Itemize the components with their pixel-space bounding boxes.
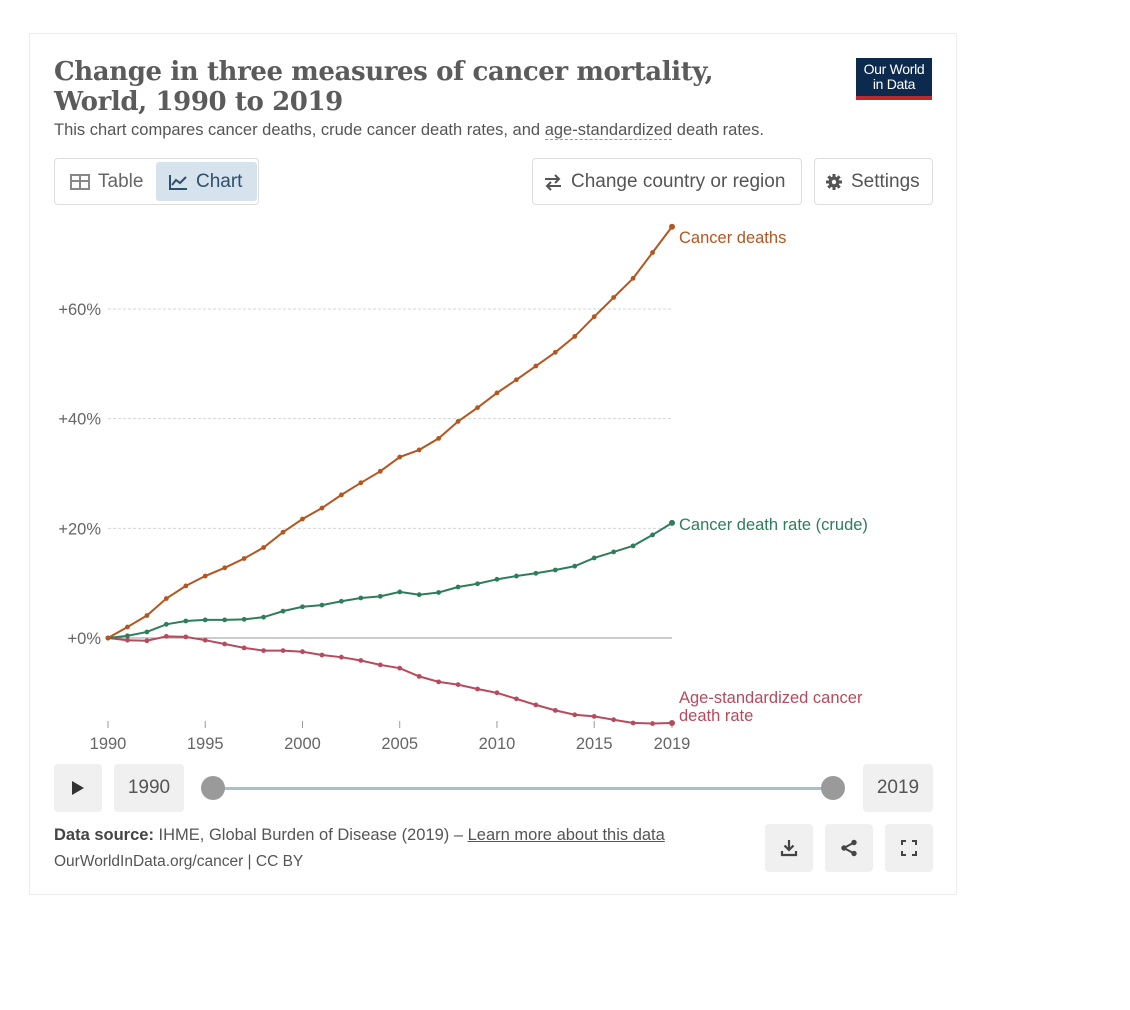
fullscreen-button[interactable] <box>885 824 933 872</box>
change-region-button[interactable]: Change country or region <box>532 158 802 205</box>
data-source: Data source: IHME, Global Burden of Dise… <box>54 826 665 845</box>
chart-title: Change in three measures of cancer morta… <box>54 57 714 117</box>
view-tabs: Table Chart <box>54 158 259 205</box>
tab-chart[interactable]: Chart <box>156 162 257 201</box>
change-region-label: Change country or region <box>571 170 786 192</box>
settings-button[interactable]: Settings <box>814 158 933 205</box>
logo-line-1: Our World <box>863 61 925 77</box>
download-button[interactable] <box>765 824 813 872</box>
license-text: OurWorldInData.org/cancer | CC BY <box>54 853 304 870</box>
source-text: IHME, Global Burden of Disease (2019) – <box>153 826 468 844</box>
share-icon <box>841 839 857 857</box>
subtitle-text-end: death rates. <box>672 121 764 139</box>
timeline-start-handle[interactable] <box>201 776 225 800</box>
line-chart-icon <box>169 174 187 190</box>
source-label: Data source: <box>54 826 154 844</box>
swap-arrows-icon <box>545 173 561 191</box>
age-standardized-link[interactable]: age-standardized <box>544 121 673 140</box>
table-icon <box>70 173 90 190</box>
chart-subtitle: This chart compares cancer deaths, crude… <box>54 121 764 140</box>
download-icon <box>780 840 798 857</box>
timeline-start-year[interactable]: 1990 <box>114 764 184 812</box>
timeline-track[interactable] <box>213 787 833 790</box>
tab-chart-label: Chart <box>196 170 243 192</box>
expand-icon <box>901 840 917 856</box>
logo-line-2: in Data <box>872 76 916 92</box>
play-icon <box>72 781 84 795</box>
learn-more-link[interactable]: Learn more about this data <box>467 826 665 844</box>
settings-label: Settings <box>851 170 920 192</box>
gear-icon <box>826 173 842 190</box>
timeline-end-year[interactable]: 2019 <box>863 764 933 812</box>
subtitle-text: This chart compares cancer deaths, crude… <box>54 121 545 139</box>
tab-table-label: Table <box>98 170 144 192</box>
tab-table[interactable]: Table <box>58 162 156 201</box>
play-button[interactable] <box>54 764 102 812</box>
owid-logo[interactable]: Our World in Data <box>856 58 932 100</box>
timeline-end-handle[interactable] <box>821 776 845 800</box>
share-button[interactable] <box>825 824 873 872</box>
